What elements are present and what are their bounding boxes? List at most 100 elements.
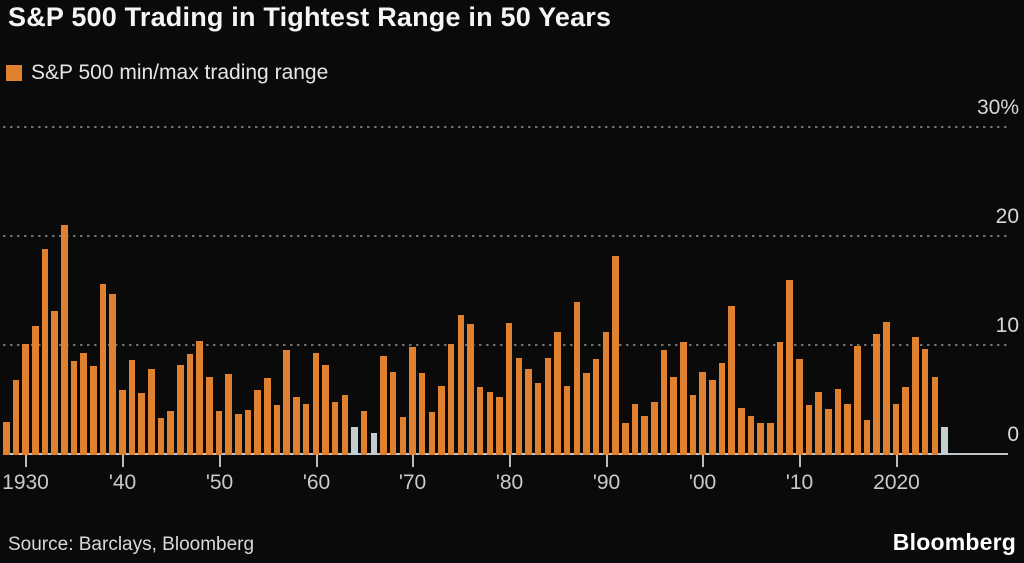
bar-1996: [660, 350, 668, 455]
legend-label: S&P 500 min/max trading range: [31, 61, 329, 84]
bar-2010: [796, 359, 803, 455]
bar-1961: [322, 365, 329, 455]
x-axis-tick-1960: [315, 455, 318, 467]
bar-2004: [738, 408, 745, 455]
bar-1960: [312, 353, 319, 455]
gridline-10: [3, 344, 1008, 346]
bar-1938: [99, 284, 107, 455]
bar-1935: [70, 361, 78, 455]
bar-2014: [834, 389, 842, 455]
bar-1942: [138, 393, 145, 455]
x-axis-tick-1980: [508, 455, 511, 467]
bar-series: [3, 100, 948, 455]
bar-1995: [651, 402, 658, 455]
bar-1946: [177, 365, 184, 455]
bar-1992: [622, 423, 629, 455]
x-axis-label-1970: '70: [398, 471, 427, 494]
bar-1990: [602, 332, 610, 455]
source-text: Source: Barclays, Bloomberg: [8, 534, 255, 555]
bar-2024: [931, 377, 938, 455]
bar-1953: [244, 410, 252, 455]
bar-2017: [863, 420, 871, 455]
x-axis-label-1950: '50: [205, 471, 234, 494]
bar-1987: [573, 302, 581, 455]
bar-1997: [670, 377, 677, 455]
bar-1954: [254, 390, 261, 455]
x-axis-label-2010: '10: [785, 471, 814, 494]
bar-1928: [3, 422, 10, 455]
x-axis-tick-1990: [605, 455, 608, 467]
bar-1967: [380, 356, 387, 455]
bar-1986: [563, 386, 571, 455]
bar-1957: [283, 350, 290, 455]
bar-2008: [776, 342, 784, 455]
bar-1982: [525, 369, 532, 455]
bar-1934: [61, 225, 68, 455]
bar-1929: [12, 380, 20, 455]
bar-2015: [844, 404, 851, 455]
legend: S&P 500 min/max trading range: [6, 61, 328, 85]
bar-2001: [709, 380, 716, 455]
bar-1977: [476, 387, 484, 455]
bar-2002: [718, 363, 726, 455]
y-axis-label-0: 0: [1007, 423, 1019, 446]
bar-1941: [128, 360, 136, 455]
bar-1971: [418, 373, 426, 455]
x-axis-tick-1940: [121, 455, 124, 467]
bar-1944: [157, 418, 165, 455]
bar-1978: [486, 392, 494, 455]
bar-1972: [428, 412, 436, 455]
bar-2016: [854, 346, 861, 455]
bar-2021: [902, 387, 909, 455]
x-axis-label-1960: '60: [302, 471, 331, 494]
x-axis-tick-2020: [895, 455, 898, 467]
bar-1933: [51, 311, 58, 455]
bar-2012: [815, 392, 822, 455]
x-axis-tick-1930: [24, 455, 27, 467]
bar-1998: [680, 342, 687, 455]
bar-1974: [447, 344, 455, 455]
bar-2005: [747, 416, 755, 455]
bar-1991: [612, 256, 619, 455]
bar-1940: [119, 390, 126, 455]
bar-1980: [505, 323, 513, 455]
x-axis-label-1940: '40: [108, 471, 137, 494]
bar-1949: [206, 377, 213, 455]
bar-1999: [689, 395, 697, 455]
bar-1936: [80, 353, 87, 455]
bar-1975: [457, 315, 465, 455]
x-axis-label-2020: 2020: [873, 471, 920, 494]
legend-swatch-icon: [6, 65, 22, 81]
bar-1943: [148, 369, 155, 455]
bar-1985: [554, 332, 561, 455]
bar-1968: [389, 372, 397, 455]
bar-1964: [351, 427, 358, 455]
bar-1988: [583, 373, 590, 455]
bar-1970: [409, 347, 416, 455]
bar-1976: [467, 324, 474, 455]
bar-1939: [109, 294, 116, 455]
bar-1994: [641, 416, 648, 455]
x-axis-tick-2010: [798, 455, 801, 467]
bar-1947: [186, 354, 194, 455]
bar-2000: [699, 372, 706, 455]
bar-2003: [728, 306, 735, 455]
x-axis-tick-2000: [701, 455, 704, 467]
bloomberg-logo: Bloomberg: [892, 529, 1016, 555]
bar-2013: [825, 409, 832, 455]
bar-1951: [225, 374, 232, 455]
y-axis-label-30: 30%: [976, 96, 1019, 119]
bar-1969: [399, 417, 407, 455]
x-axis-label-2000: '00: [688, 471, 717, 494]
bar-1931: [32, 326, 39, 455]
bar-1945: [167, 411, 174, 455]
bar-1930: [22, 344, 29, 455]
chart-title: S&P 500 Trading in Tightest Range in 50 …: [8, 2, 612, 32]
x-axis-label-1990: '90: [592, 471, 621, 494]
bar-2023: [921, 349, 929, 455]
bar-1962: [331, 402, 339, 455]
bar-1983: [534, 383, 542, 455]
y-axis-label-10: 10: [995, 314, 1019, 337]
bar-1973: [438, 386, 445, 455]
x-axis-tick-1970: [411, 455, 414, 467]
